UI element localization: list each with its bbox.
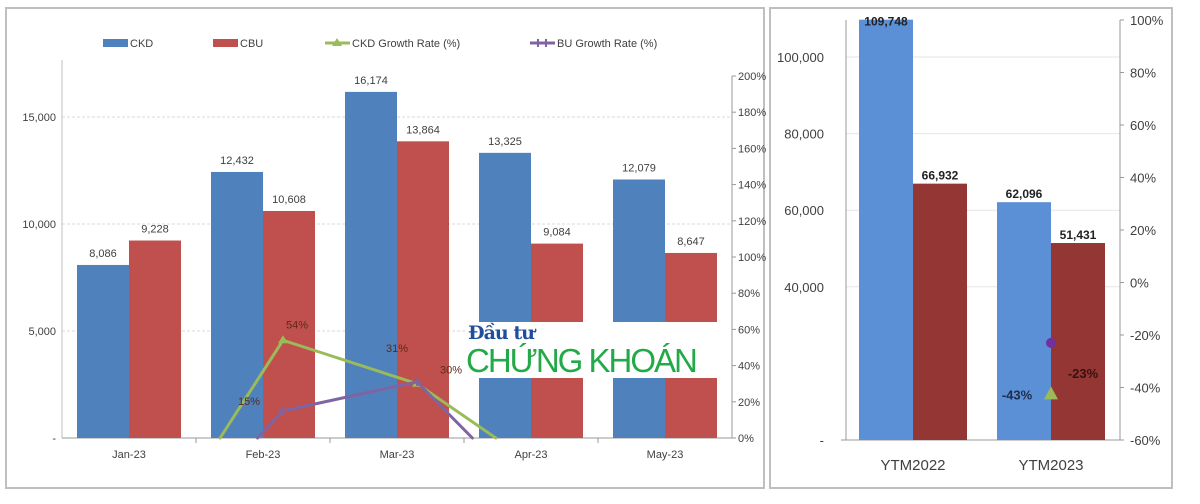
right-axis-tick-label: 100% xyxy=(1130,13,1164,28)
line-data-label: 30% xyxy=(440,365,462,377)
right-axis-tick-label: 120% xyxy=(738,216,766,228)
x-axis-tick-label: YTM2023 xyxy=(1018,457,1083,474)
cross-marker xyxy=(279,406,287,415)
legend-triangle-icon xyxy=(332,38,342,46)
right-axis-tick-label: 40% xyxy=(738,361,760,373)
line-ckd-growth-segment xyxy=(415,382,498,440)
bar-data-label: 9,084 xyxy=(543,227,571,239)
bar-ckd xyxy=(997,202,1051,440)
right-axis-tick-label: -60% xyxy=(1130,433,1161,448)
bar-cbu xyxy=(913,183,967,440)
bar-data-label: 51,431 xyxy=(1060,228,1097,242)
right-axis-tick-label: 40% xyxy=(1130,171,1156,186)
right-axis-tick-label: 200% xyxy=(738,71,766,83)
x-axis-tick-label: Jan-23 xyxy=(112,449,146,461)
right-axis-tick-label: 80% xyxy=(738,288,760,300)
legend-swatch-0 xyxy=(103,39,128,47)
watermark-line2: CHỨNG KHOÁN xyxy=(466,342,698,379)
left-axis-tick-label: 10,000 xyxy=(22,219,56,231)
bar-cbu xyxy=(1051,243,1105,440)
line-ckd-growth-segment xyxy=(281,338,419,386)
watermark-line1: Đầu tư xyxy=(468,322,535,344)
legend-label: CKD xyxy=(130,38,153,50)
bar-data-label: 109,748 xyxy=(864,15,908,29)
growth-lines xyxy=(218,335,498,440)
line-bu-growth-segment xyxy=(415,380,474,440)
bar-data-label: 8,086 xyxy=(89,248,117,260)
circle-marker xyxy=(1046,337,1056,348)
left-axis-tick-label: - xyxy=(820,433,824,448)
bar-data-label: 12,432 xyxy=(220,155,254,167)
right-axis-tick-label: 60% xyxy=(738,324,760,336)
right-axis-tick-label: 80% xyxy=(1130,66,1156,81)
left-axis-tick-label: 80,000 xyxy=(784,127,824,142)
bar-data-label: 9,228 xyxy=(141,224,169,236)
triangle-marker xyxy=(278,335,288,344)
left-axis-tick-label: 60,000 xyxy=(784,203,824,218)
cross-marker xyxy=(413,377,421,386)
bar-data-label: 13,864 xyxy=(406,124,440,136)
legend-label: CKD Growth Rate (%) xyxy=(352,38,460,50)
bar-ckd xyxy=(613,179,665,438)
right-axis-tick-label: 60% xyxy=(1130,118,1156,133)
line-bu-growth-segment xyxy=(256,409,285,440)
x-axis-tick-label: YTM2022 xyxy=(880,457,945,474)
bar-data-label: 16,174 xyxy=(354,75,388,87)
right-axis-tick-label: 140% xyxy=(738,180,766,192)
line-data-label: 54% xyxy=(286,319,308,331)
point-data-label: -43% xyxy=(1002,387,1033,402)
legend-swatch-1 xyxy=(213,39,238,47)
right-axis-tick-label: -40% xyxy=(1130,381,1161,396)
right-axis-tick-label: -20% xyxy=(1130,328,1161,343)
triangle-marker xyxy=(1044,386,1058,400)
legend-cross-icon xyxy=(537,39,547,47)
line-ckd-growth-segment xyxy=(218,338,285,440)
x-axis-tick-label: Mar-23 xyxy=(380,449,415,461)
bar-ckd xyxy=(345,91,397,438)
left-axis-tick-label: 15,000 xyxy=(22,112,56,124)
bar-data-label: 62,096 xyxy=(1006,187,1043,201)
bar-ckd xyxy=(479,152,531,438)
bar-data-label: 12,079 xyxy=(622,163,656,175)
x-axis-tick-label: Feb-23 xyxy=(246,449,281,461)
right-axis-tick-label: 160% xyxy=(738,143,766,155)
right-axis-tick-label: 20% xyxy=(738,397,760,409)
bar-cbu xyxy=(397,141,449,438)
left-axis-tick-label: 5,000 xyxy=(28,326,56,338)
point-data-label: -23% xyxy=(1068,366,1099,381)
line-data-label: 15% xyxy=(238,396,260,408)
left-axis-tick-label: 40,000 xyxy=(784,280,824,295)
bar-data-label: 10,608 xyxy=(272,194,306,206)
right-axis-tick-label: 0% xyxy=(738,433,754,445)
x-axis-tick-label: May-23 xyxy=(647,449,684,461)
right-axis-tick-label: 20% xyxy=(1130,223,1156,238)
legend-label: BU Growth Rate (%) xyxy=(557,38,657,50)
right-axis-tick-label: 0% xyxy=(1130,276,1149,291)
bar-data-label: 8,647 xyxy=(677,236,705,248)
left-axis-tick-label: 100,000 xyxy=(777,50,824,65)
bar-ckd xyxy=(77,264,129,438)
right-axis-tick-label: 180% xyxy=(738,107,766,119)
x-axis-tick-label: Apr-23 xyxy=(514,449,547,461)
bar-data-label: 66,932 xyxy=(922,169,959,183)
right-axis-tick-label: 100% xyxy=(738,252,766,264)
line-data-label: 31% xyxy=(386,343,408,355)
right-chart-frame xyxy=(769,7,1173,489)
bar-ckd xyxy=(859,19,913,440)
line-bu-growth-segment xyxy=(281,380,419,413)
bar-data-label: 13,325 xyxy=(488,136,522,148)
bar-cbu xyxy=(129,240,181,438)
bar-cbu xyxy=(263,210,315,438)
bar-ckd xyxy=(211,171,263,438)
legend-label: CBU xyxy=(240,38,263,50)
left-axis-tick-label: - xyxy=(52,433,56,445)
watermark-logo: Đầu tư CHỨNG KHOÁN xyxy=(466,322,731,379)
